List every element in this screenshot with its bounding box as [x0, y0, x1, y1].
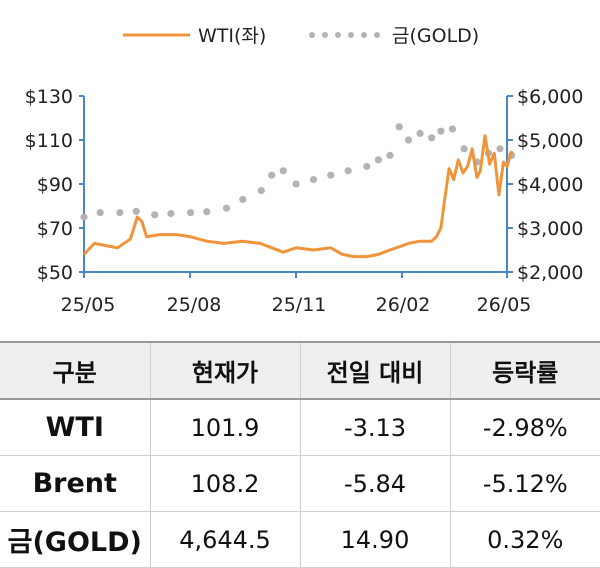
row-change: -3.13: [299, 399, 450, 456]
gold-point: [374, 156, 382, 164]
legend-label-gold: 금(GOLD): [392, 25, 479, 47]
gold-point: [80, 213, 88, 221]
y-right-tick-label: $2,000: [517, 262, 583, 284]
wti-line: [82, 134, 514, 259]
column-header-change: 전일 대비: [299, 341, 450, 400]
gold-point: [404, 136, 413, 144]
gold-point: [428, 134, 436, 142]
gold-point: [116, 209, 124, 217]
gold-point: [496, 145, 504, 153]
y-left-tick-label: $90: [37, 174, 73, 196]
table-header-row: 구분 현재가 전일 대비 등락률: [0, 341, 600, 400]
row-change: -5.84: [299, 455, 450, 512]
gold-series: [80, 123, 516, 221]
chart: WTI(좌) 금(GOLD) $130 $110 $90 $70 $50 $6,…: [25, 25, 584, 316]
y-right-tick-label: $5,000: [517, 130, 583, 152]
x-tick-label: 26/05: [477, 294, 532, 316]
gold-point: [167, 209, 175, 218]
gold-point: [222, 204, 231, 212]
y-left-tick-label: $130: [25, 86, 73, 108]
row-change-rate: -2.98%: [449, 399, 600, 456]
table-row: Brent 108.2 -5.84 -5.12%: [0, 455, 600, 512]
gold-point: [151, 211, 159, 219]
price-table: 구분 현재가 전일 대비 등락률 WTI 101.9 -3.13 -2.98% …: [0, 341, 600, 568]
x-tick-label: 25/08: [167, 294, 222, 316]
wti-series: [82, 134, 514, 259]
x-tick-label: 25/11: [272, 294, 327, 316]
gold-point: [395, 123, 403, 131]
y-axis-right-ticks: $6,000 $5,000 $4,000 $3,000 $2,000: [507, 86, 583, 284]
gold-point: [132, 207, 140, 215]
gold-point: [327, 171, 335, 179]
y-left-tick-label: $110: [25, 130, 73, 152]
row-change-rate: 0.32%: [449, 511, 600, 568]
column-header-category: 구분: [0, 341, 150, 400]
row-name: Brent: [0, 455, 150, 512]
gold-point: [279, 167, 287, 175]
gold-point: [386, 151, 394, 159]
gold-point: [309, 176, 318, 184]
row-change-rate: -5.12%: [449, 455, 600, 512]
gold-point: [292, 180, 300, 188]
gold-point: [239, 195, 247, 203]
row-price: 108.2: [149, 455, 300, 512]
gold-point: [187, 209, 195, 217]
row-price: 4,644.5: [149, 511, 300, 568]
legend: WTI(좌) 금(GOLD): [123, 25, 479, 47]
y-axis-left-ticks: $130 $110 $90 $70 $50: [25, 86, 84, 284]
y-right-tick-label: $4,000: [517, 174, 583, 196]
column-header-change-rate: 등락률: [449, 341, 600, 400]
x-tick-label: 26/02: [376, 294, 431, 316]
table-row: WTI 101.9 -3.13 -2.98%: [0, 399, 600, 456]
table-row: 금(GOLD) 4,644.5 14.90 0.32%: [0, 511, 600, 568]
gold-point: [96, 209, 104, 217]
gold-point: [437, 127, 445, 135]
row-name: WTI: [0, 399, 150, 456]
y-left-tick-label: $50: [37, 262, 73, 284]
row-name: 금(GOLD): [0, 511, 150, 568]
x-axis-ticks: 25/05 25/08 25/11 26/02 26/05: [61, 272, 532, 316]
y-right-tick-label: $3,000: [517, 218, 583, 240]
y-right-tick-label: $6,000: [517, 86, 583, 108]
gold-point: [416, 129, 424, 137]
gold-point: [203, 208, 211, 216]
gold-point: [268, 171, 276, 179]
y-left-tick-label: $70: [37, 218, 73, 240]
gold-point: [448, 125, 457, 133]
gold-point: [460, 145, 468, 153]
legend-label-wti: WTI(좌): [198, 25, 266, 47]
gold-point: [363, 162, 371, 170]
column-header-price: 현재가: [149, 341, 300, 400]
row-change: 14.90: [299, 511, 450, 568]
gold-point: [257, 187, 265, 195]
gold-point: [344, 167, 352, 175]
row-price: 101.9: [149, 399, 300, 456]
x-tick-label: 25/05: [61, 294, 116, 316]
